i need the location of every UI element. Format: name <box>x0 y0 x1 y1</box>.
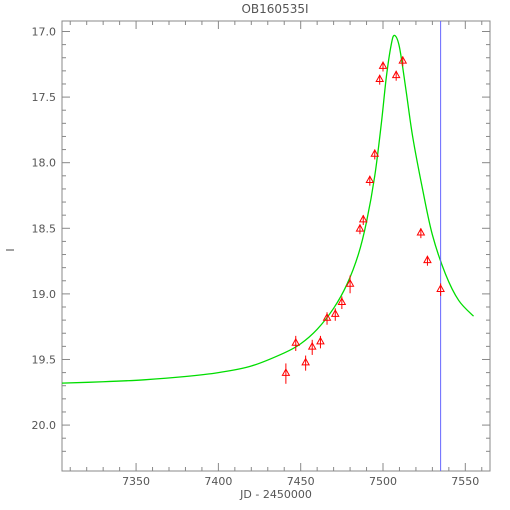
x-axis-label: JD - 2450000 <box>239 488 312 501</box>
x-tick-label: 7550 <box>451 475 479 488</box>
data-point <box>337 296 347 310</box>
triangle-marker <box>307 341 317 350</box>
data-points-layer <box>281 55 445 384</box>
x-tick-label: 7400 <box>204 475 232 488</box>
data-point <box>301 355 310 371</box>
data-point <box>330 308 340 321</box>
data-point <box>378 61 388 72</box>
data-point <box>281 363 291 384</box>
triangle-marker <box>345 278 355 287</box>
y-tick-label: 17.0 <box>32 25 57 38</box>
data-point <box>423 255 432 266</box>
triangle-marker <box>322 312 332 321</box>
y-tick-label: 18.5 <box>32 222 57 235</box>
x-tick-label: 7350 <box>122 475 150 488</box>
model-curve-line <box>61 34 475 384</box>
triangle-marker <box>291 337 301 346</box>
triangle-marker <box>330 309 340 317</box>
triangle-marker <box>398 55 408 64</box>
y-tick-label: 19.0 <box>32 288 57 301</box>
triangle-marker <box>365 175 375 184</box>
data-point <box>416 227 426 239</box>
triangle-marker <box>423 255 432 264</box>
y-tick-label: 19.5 <box>32 353 57 366</box>
chart-title: OB160535I <box>241 2 308 16</box>
y-tick-label: 18.0 <box>32 157 57 170</box>
x-tick-label: 7500 <box>369 475 397 488</box>
axis-ticks: 7350 7400 7450 7500 7550 17.0 17.5 18.0 18.5 19.0… <box>32 21 490 488</box>
data-point <box>355 223 365 235</box>
data-point <box>365 175 375 186</box>
data-point <box>436 283 445 296</box>
model-curve-layer <box>61 34 475 384</box>
y-tick-label: 17.5 <box>32 91 57 104</box>
data-point <box>316 335 325 349</box>
triangle-marker <box>416 227 426 236</box>
data-point <box>345 275 355 294</box>
triangle-marker <box>391 70 401 79</box>
plot-frame <box>61 20 491 472</box>
y-tick-label: 20.0 <box>32 419 57 432</box>
x-tick-label: 7450 <box>287 475 315 488</box>
data-point <box>322 312 332 325</box>
data-point <box>358 214 368 226</box>
data-point <box>375 74 385 85</box>
data-point <box>291 335 301 351</box>
triangle-marker <box>370 148 380 157</box>
triangle-marker <box>375 74 385 83</box>
data-point <box>370 148 380 160</box>
data-point <box>391 70 401 81</box>
triangle-marker <box>355 223 365 232</box>
y-axis-label: I <box>4 248 17 251</box>
triangle-marker <box>281 368 291 376</box>
triangle-marker <box>337 297 347 306</box>
triangle-marker <box>436 284 445 292</box>
triangle-marker <box>316 336 325 345</box>
triangle-marker <box>358 214 368 223</box>
data-point <box>398 55 408 67</box>
data-point <box>307 339 317 355</box>
triangle-marker <box>378 61 388 69</box>
triangle-marker <box>301 357 310 366</box>
